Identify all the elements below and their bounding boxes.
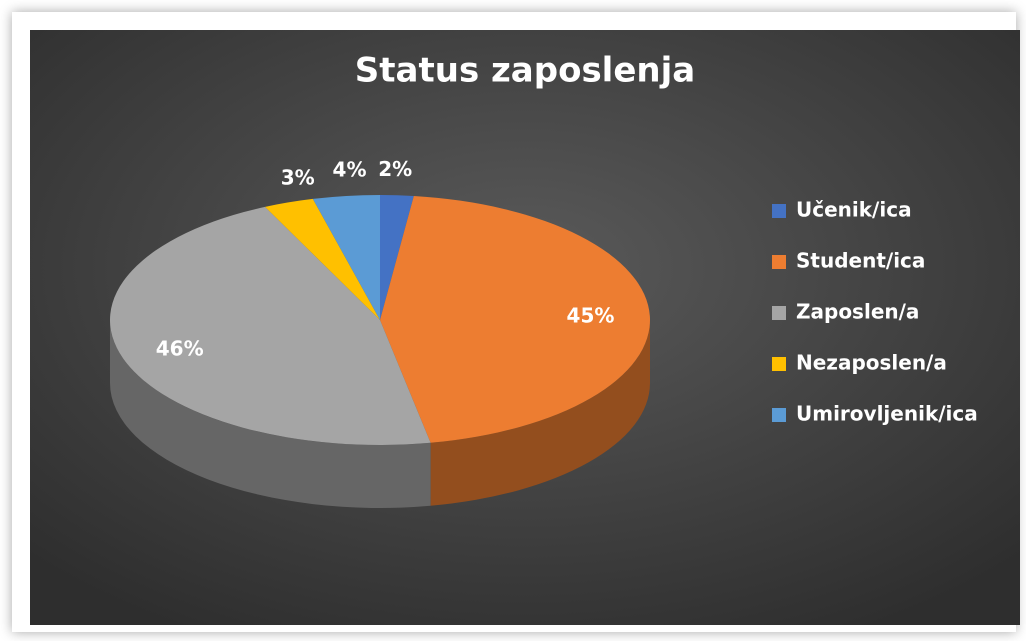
legend-label: Umirovljenik/ica xyxy=(796,402,978,426)
pie-side xyxy=(430,320,650,506)
pie-slice xyxy=(109,206,431,446)
pie-slice xyxy=(380,195,651,443)
legend-swatch xyxy=(772,408,786,422)
legend-label: Učenik/ica xyxy=(796,198,912,222)
legend: Učenik/ica Student/ica Zaposlen/a Nezaposle… xyxy=(772,198,978,426)
legend-label: Nezaposlen/a xyxy=(796,351,947,375)
pie-side xyxy=(110,320,431,508)
pie-slice xyxy=(265,198,380,320)
data-label: 45% xyxy=(567,303,615,327)
legend-label: Zaposlen/a xyxy=(796,300,919,324)
data-label: 4% xyxy=(333,158,367,182)
data-label: 2% xyxy=(378,157,412,181)
legend-swatch xyxy=(772,306,786,320)
pie: 2% 45% 46% 3% 4% xyxy=(109,157,651,508)
data-label: 46% xyxy=(156,337,204,361)
pie-slice xyxy=(380,195,414,320)
legend-swatch xyxy=(772,357,786,371)
legend-swatch xyxy=(772,204,786,218)
chart-title: Status zaposlenja xyxy=(355,51,695,91)
legend-label: Student/ica xyxy=(796,249,925,273)
data-label: 3% xyxy=(281,165,315,189)
pie-slice xyxy=(312,195,380,320)
legend-swatch xyxy=(772,255,786,269)
